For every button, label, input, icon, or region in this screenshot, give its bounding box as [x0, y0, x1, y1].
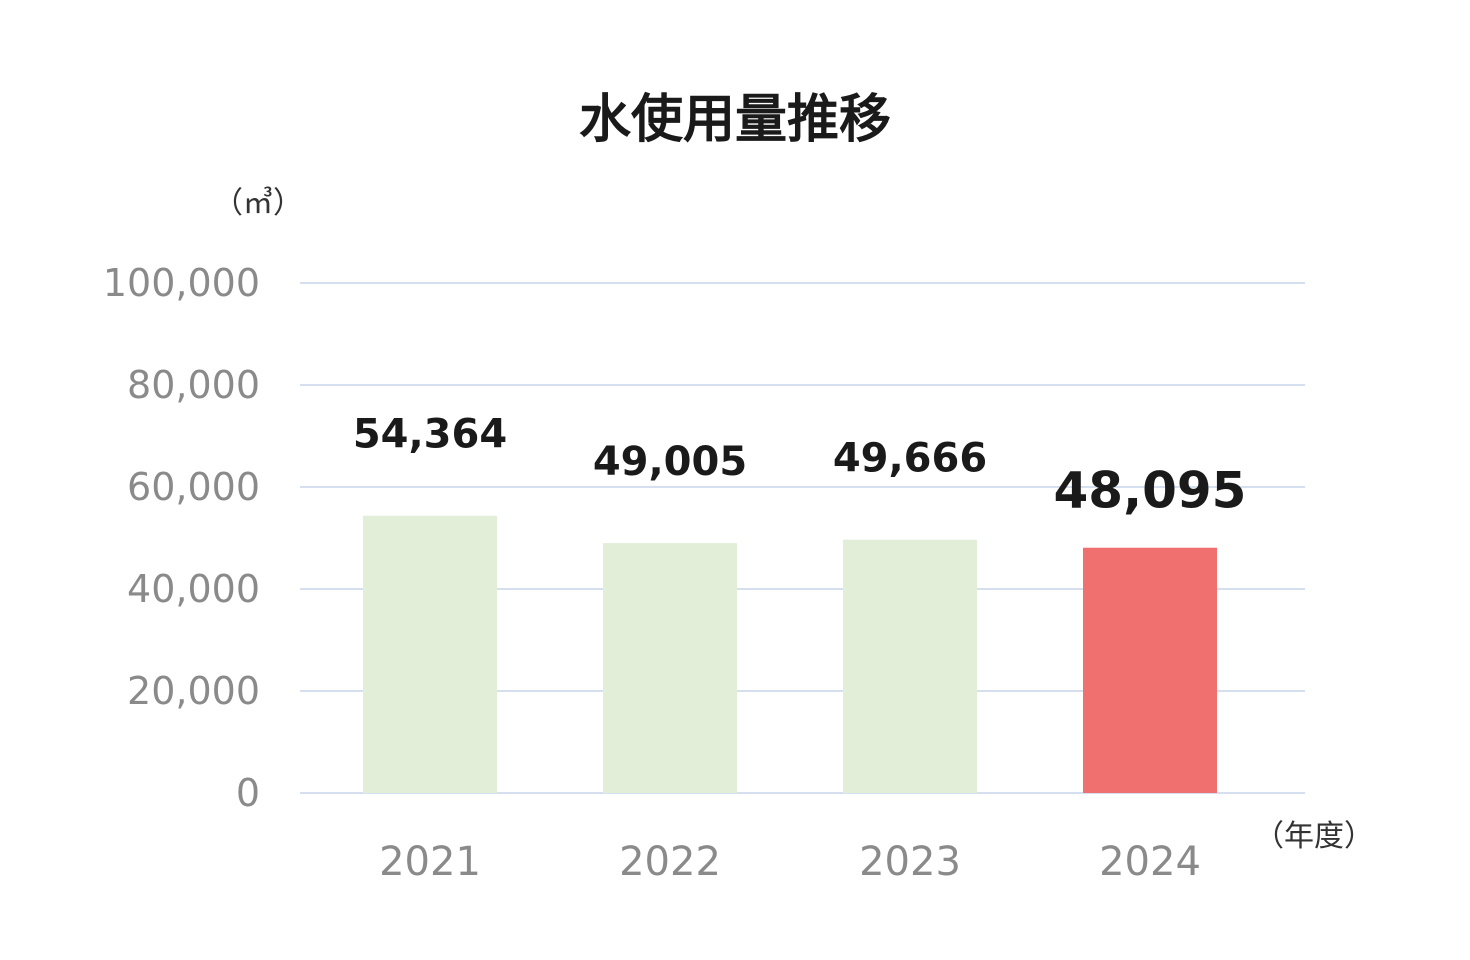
y-tick-label-40000: 40,000	[127, 567, 260, 611]
chart-title: 水使用量推移	[579, 90, 891, 150]
bar-2024	[1083, 547, 1217, 793]
x-axis-ticks: 2021 2022 2023 2024	[379, 839, 1201, 885]
y-tick-label-100000: 100,000	[103, 261, 260, 305]
y-tick-label-0: 0	[236, 771, 260, 815]
data-label-2022: 49,005	[593, 439, 747, 485]
y-tick-label-80000: 80,000	[127, 363, 260, 407]
bar-2022	[603, 543, 737, 793]
data-label-2021: 54,364	[353, 412, 507, 458]
bars	[363, 515, 1217, 793]
x-tick-label-2022: 2022	[619, 839, 721, 885]
y-axis-unit-label: （㎥）	[213, 186, 303, 221]
y-tick-label-60000: 60,000	[127, 465, 260, 509]
data-labels: 54,364 49,005 49,666 48,095	[353, 412, 1247, 520]
x-axis-unit-label: （年度）	[1254, 819, 1374, 854]
data-label-2023: 49,666	[833, 436, 987, 482]
x-tick-label-2024: 2024	[1099, 839, 1201, 885]
y-tick-label-20000: 20,000	[127, 669, 260, 713]
x-tick-label-2023: 2023	[859, 839, 961, 885]
y-axis-ticks: 0 20,000 40,000 60,000 80,000 100,000	[103, 261, 260, 815]
x-tick-label-2021: 2021	[379, 839, 481, 885]
bar-2023	[843, 539, 977, 793]
data-label-2024: 48,095	[1054, 462, 1247, 520]
bar-2021	[363, 515, 497, 793]
